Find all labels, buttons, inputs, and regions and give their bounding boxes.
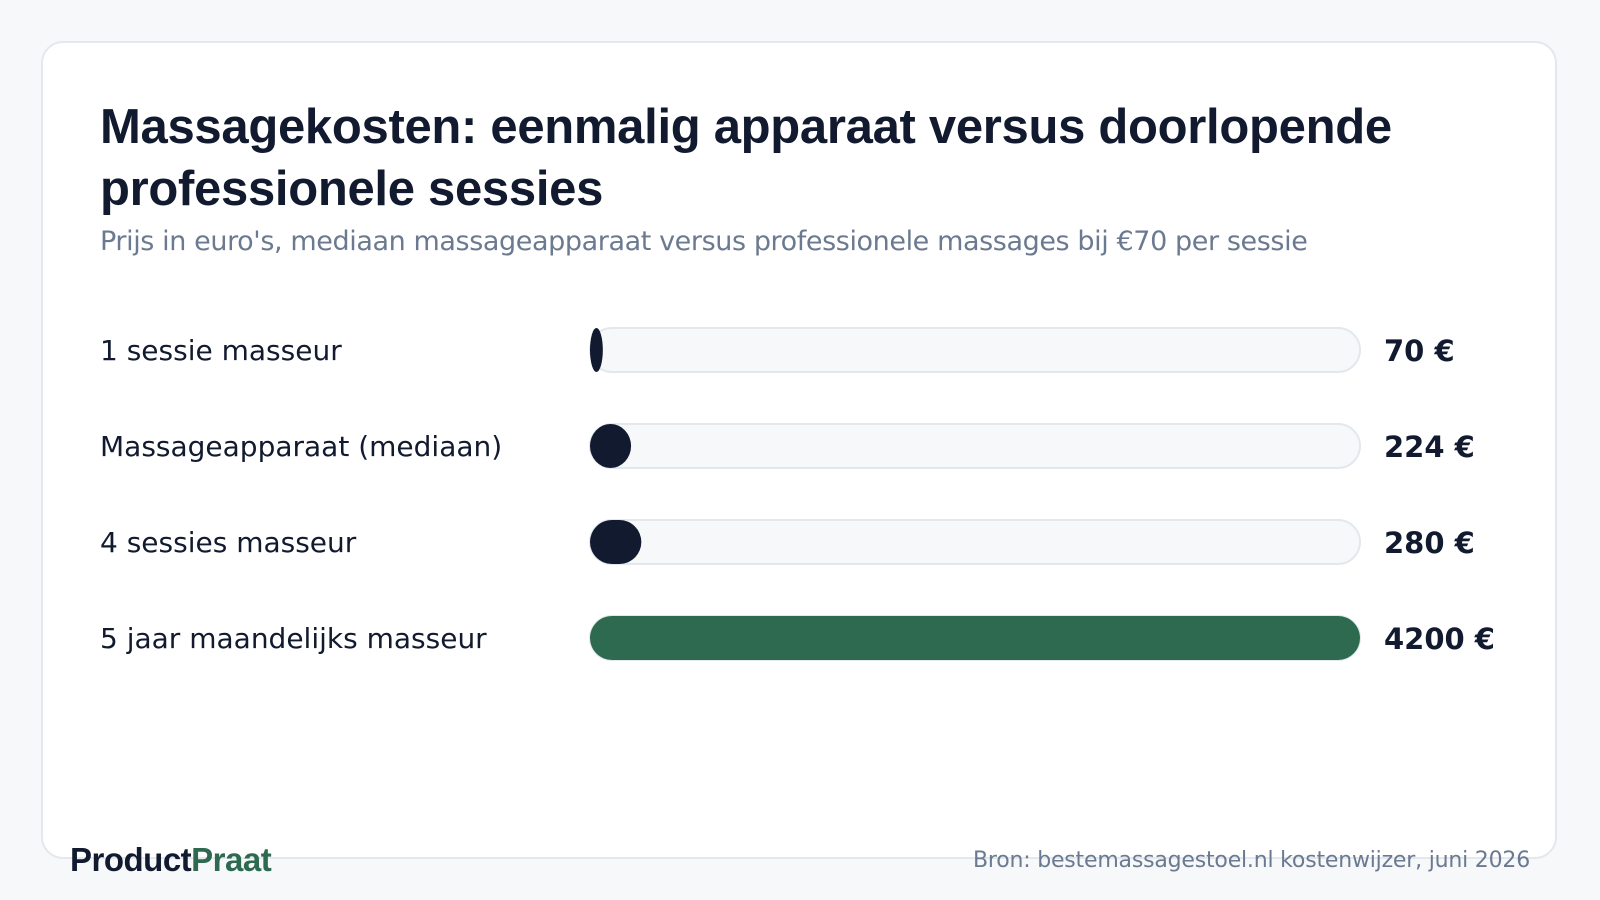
- category-label: 1 sessie masseur: [100, 334, 342, 367]
- bar: [590, 616, 1360, 660]
- category-label: 5 jaar maandelijks masseur: [100, 622, 487, 655]
- chart-title: Massagekosten: eenmalig apparaat versus …: [100, 100, 1392, 216]
- category-label: 4 sessies masseur: [100, 526, 357, 559]
- bar-row: Massageapparaat (mediaan) 224 €: [100, 423, 1475, 469]
- bar: [590, 328, 603, 372]
- source-note: Bron: bestemassagestoel.nl kostenwijzer,…: [972, 848, 1530, 873]
- bar-track: [589, 423, 1361, 469]
- bar-track: [589, 519, 1361, 565]
- chart-subtitle: Prijs in euro's, mediaan massageapparaat…: [100, 226, 1308, 257]
- brand-logo-part2: Praat: [191, 841, 272, 878]
- brand-logo: ProductPraat: [70, 840, 272, 880]
- value-label: 4200 €: [1384, 622, 1495, 656]
- value-label: 70 €: [1384, 334, 1455, 368]
- bar-row: 5 jaar maandelijks masseur 4200 €: [100, 615, 1495, 661]
- bar: [590, 520, 642, 564]
- bar-track: [589, 327, 1361, 373]
- bar-row: 1 sessie masseur 70 €: [100, 327, 1455, 373]
- bar: [590, 424, 632, 468]
- value-label: 224 €: [1384, 430, 1475, 464]
- bar-row: 4 sessies masseur 280 €: [100, 519, 1475, 565]
- value-label: 280 €: [1384, 526, 1475, 560]
- category-label: Massageapparaat (mediaan): [100, 430, 502, 463]
- brand-logo-part1: Product: [70, 841, 192, 878]
